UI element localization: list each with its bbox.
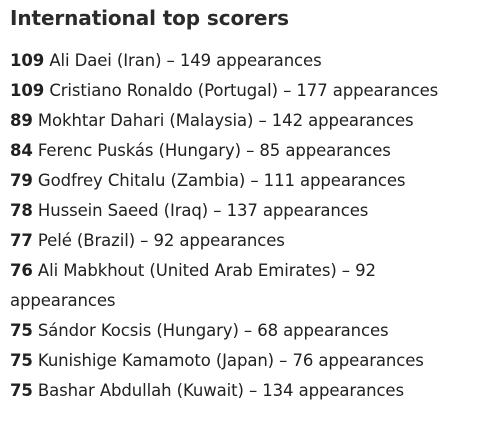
list-item: 78 Hussein Saeed (Iraq) – 137 appearance…	[10, 196, 479, 226]
player-entry: Ali Mabkhout (United Arab Emirates) – 92…	[10, 261, 376, 310]
goals-count: 76	[10, 261, 33, 280]
list-item: 109 Ali Daei (Iran) – 149 appearances	[10, 46, 479, 76]
list-item: 75 Bashar Abdullah (Kuwait) – 134 appear…	[10, 376, 479, 406]
list-item: 89 Mokhtar Dahari (Malaysia) – 142 appea…	[10, 106, 479, 136]
goals-count: 84	[10, 141, 33, 160]
player-entry: Ali Daei (Iran) – 149 appearances	[49, 51, 322, 70]
player-entry: Godfrey Chitalu (Zambia) – 111 appearanc…	[37, 171, 406, 190]
player-entry: Ferenc Puskás (Hungary) – 85 appearances	[37, 141, 391, 160]
list-item: 75 Sándor Kocsis (Hungary) – 68 appearan…	[10, 316, 479, 346]
scorers-list: 109 Ali Daei (Iran) – 149 appearances 10…	[10, 46, 479, 406]
list-item: 75 Kunishige Kamamoto (Japan) – 76 appea…	[10, 346, 479, 376]
player-entry: Bashar Abdullah (Kuwait) – 134 appearanc…	[37, 381, 404, 400]
goals-count: 89	[10, 111, 33, 130]
goals-count: 77	[10, 231, 33, 250]
scorers-panel: International top scorers 109 Ali Daei (…	[10, 6, 479, 406]
player-entry: Cristiano Ronaldo (Portugal) – 177 appea…	[49, 81, 439, 100]
goals-count: 78	[10, 201, 33, 220]
player-entry: Mokhtar Dahari (Malaysia) – 142 appearan…	[37, 111, 414, 130]
list-item: 77 Pelé (Brazil) – 92 appearances	[10, 226, 479, 256]
list-item: 84 Ferenc Puskás (Hungary) – 85 appearan…	[10, 136, 479, 166]
page-title: International top scorers	[10, 6, 289, 30]
goals-count: 75	[10, 351, 33, 370]
goals-count: 79	[10, 171, 33, 190]
goals-count: 109	[10, 51, 45, 70]
goals-count: 75	[10, 381, 33, 400]
list-item: 76 Ali Mabkhout (United Arab Emirates) –…	[10, 256, 479, 316]
player-entry: Kunishige Kamamoto (Japan) – 76 appearan…	[37, 351, 424, 370]
list-item: 79 Godfrey Chitalu (Zambia) – 111 appear…	[10, 166, 479, 196]
list-item: 109 Cristiano Ronaldo (Portugal) – 177 a…	[10, 76, 479, 106]
goals-count: 75	[10, 321, 33, 340]
player-entry: Hussein Saeed (Iraq) – 137 appearances	[37, 201, 369, 220]
player-entry: Sándor Kocsis (Hungary) – 68 appearances	[37, 321, 389, 340]
player-entry: Pelé (Brazil) – 92 appearances	[37, 231, 285, 250]
goals-count: 109	[10, 81, 45, 100]
